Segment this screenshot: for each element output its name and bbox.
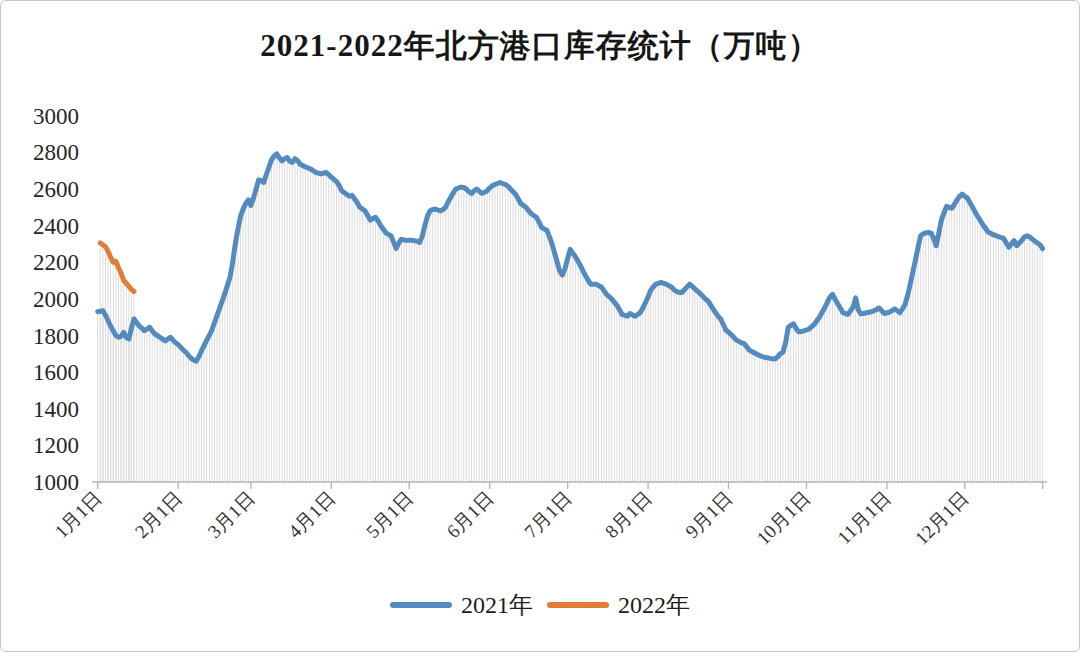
y-tick-label: 2200 [33, 250, 79, 275]
droplines-2022年 [100, 243, 134, 482]
x-tick-label: 4月1日 [284, 487, 339, 542]
droplines-2021年 [98, 154, 1043, 482]
x-tick-label: 5月1日 [362, 487, 417, 542]
x-axis-labels: 1月1日 2月1日 3月1日 4月1日 5月1日 6月1日 7月1日 8月1日 9月1日 10月1… [50, 487, 972, 549]
y-tick-label: 2400 [33, 214, 79, 239]
screenshot-root: 2021-2022年北方港口库存统计（万吨） 1月1日2月1日3月1日4月1日5… [0, 0, 1080, 652]
y-tick-label: 1600 [33, 360, 79, 385]
legend-label-2022: 2022年 [618, 589, 690, 621]
y-tick-label: 2800 [33, 140, 79, 165]
y-tick-label: 2000 [33, 287, 79, 312]
x-tick-label: 11月1日 [833, 487, 894, 548]
y-tick-label: 2600 [33, 177, 79, 202]
x-tick-label: 12月1日 [911, 487, 973, 549]
x-tick-label: 3月1日 [204, 487, 259, 542]
y-tick-label: 1000 [33, 470, 79, 495]
legend-item-2021: 2021年 [390, 589, 533, 621]
legend: 2021年 2022年 [1, 589, 1079, 621]
legend-label-2021: 2021年 [461, 589, 533, 621]
x-tick-label: 10月1日 [752, 487, 814, 549]
x-axis-ticks [98, 482, 1043, 489]
legend-line-swatch-2021 [390, 602, 452, 608]
x-tick-label: 6月1日 [442, 487, 497, 542]
y-axis-labels: 3000 2800 2600 2400 2200 2000 1800 1600 1400 1200… [33, 104, 79, 495]
y-tick-label: 3000 [33, 104, 79, 129]
x-tick-label: 9月1日 [681, 487, 736, 542]
x-tick-label: 2月1日 [131, 487, 186, 542]
legend-line-swatch-2022 [547, 602, 609, 608]
y-tick-label: 1800 [33, 324, 79, 349]
x-tick-label: 7月1日 [520, 487, 575, 542]
legend-item-2022: 2022年 [547, 589, 690, 621]
y-tick-label: 1400 [33, 397, 79, 422]
y-tick-label: 1200 [33, 433, 79, 458]
chart-canvas: 1月1日 2月1日 3月1日 4月1日 5月1日 6月1日 7月1日 8月1日 9月1日 10月1… [1, 1, 1080, 652]
x-tick-label: 8月1日 [601, 487, 656, 542]
x-tick-label: 1月1日 [50, 487, 105, 542]
